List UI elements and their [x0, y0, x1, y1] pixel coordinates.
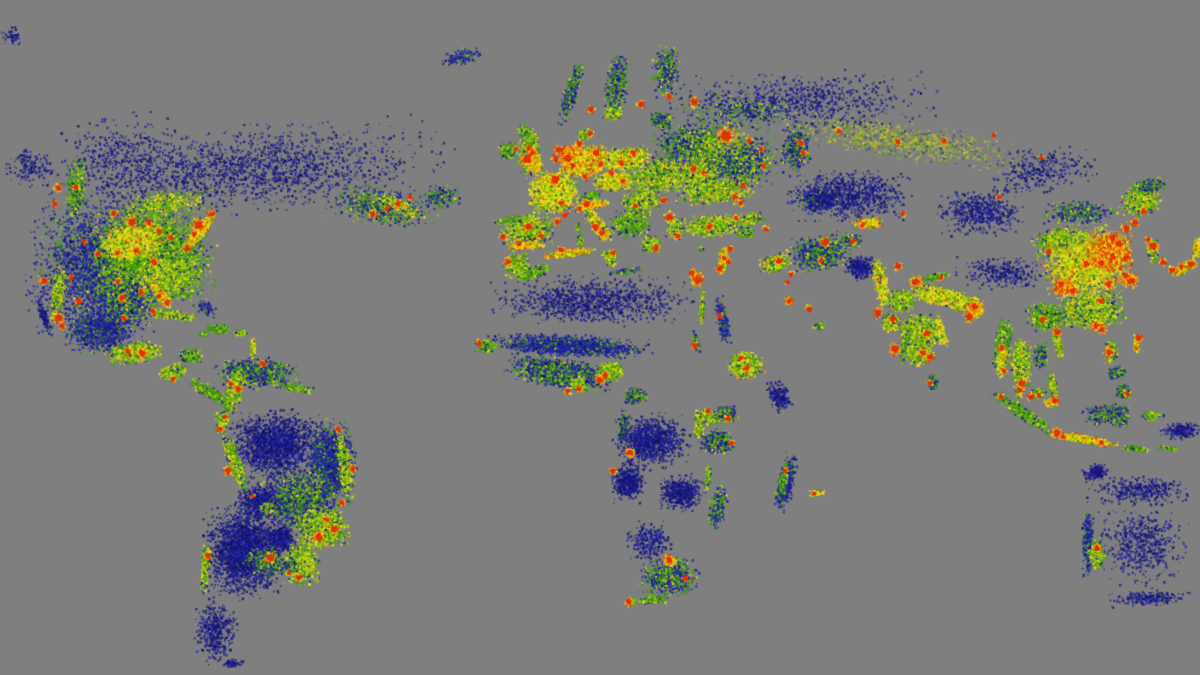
world-map-stage [0, 0, 1200, 675]
world-density-map-image [0, 0, 1200, 675]
